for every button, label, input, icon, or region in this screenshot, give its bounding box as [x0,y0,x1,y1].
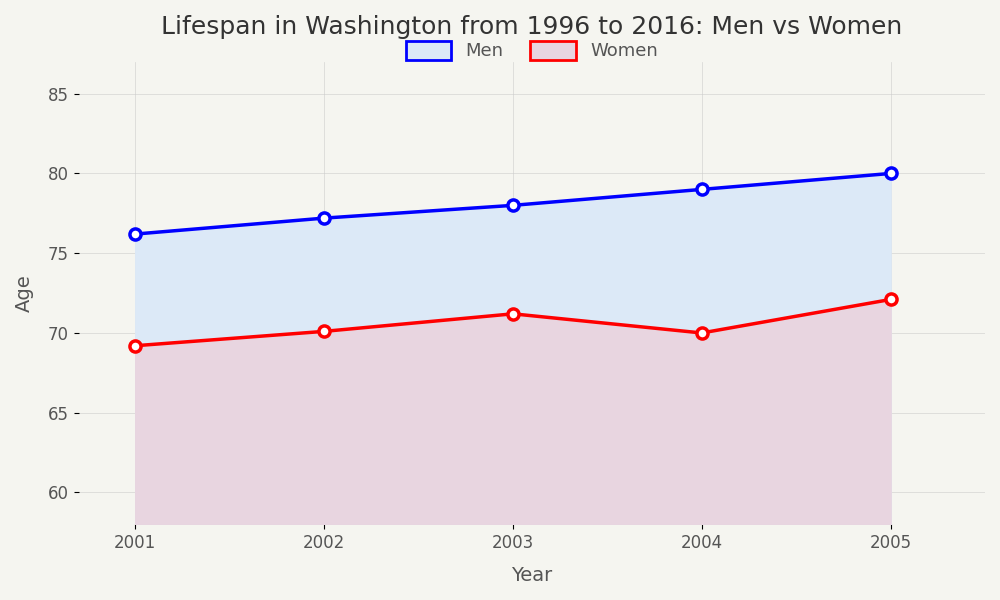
Legend: Men, Women: Men, Women [399,34,665,68]
Y-axis label: Age: Age [15,274,34,312]
Title: Lifespan in Washington from 1996 to 2016: Men vs Women: Lifespan in Washington from 1996 to 2016… [161,15,902,39]
X-axis label: Year: Year [511,566,552,585]
